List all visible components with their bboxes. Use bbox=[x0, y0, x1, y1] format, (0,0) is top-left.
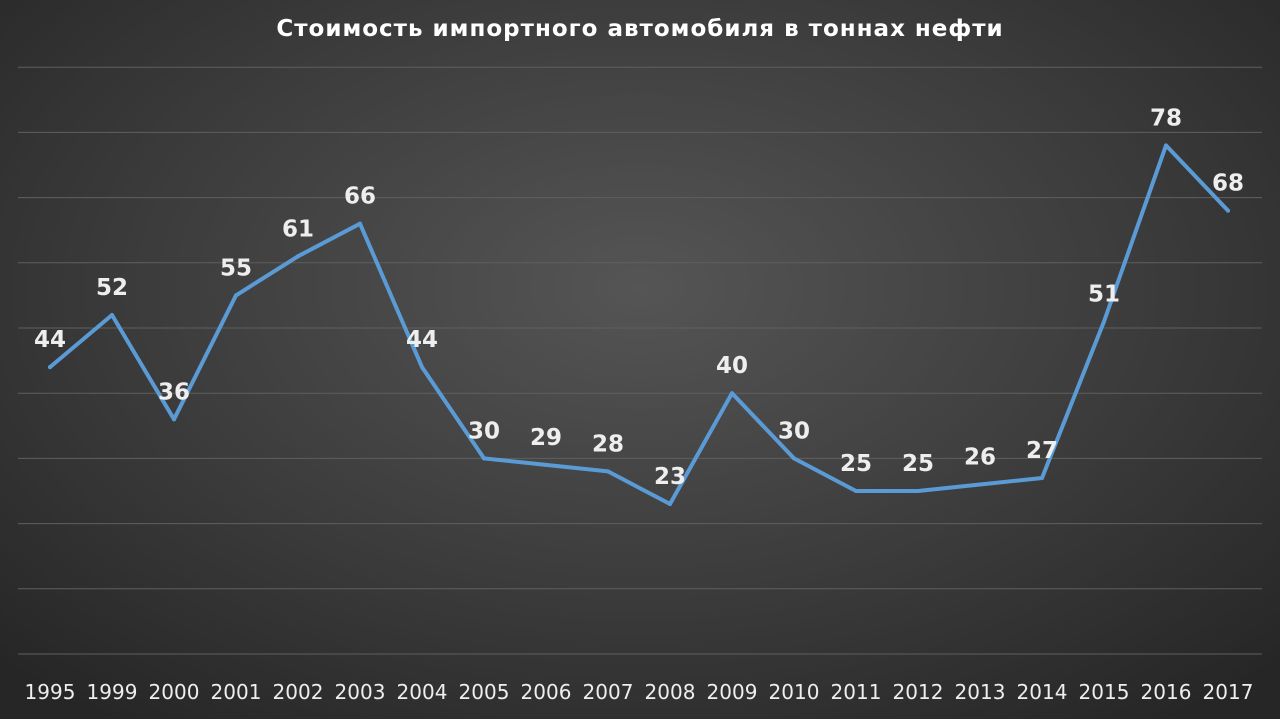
data-label: 78 bbox=[1150, 105, 1182, 131]
x-tick-label: 2009 bbox=[707, 680, 758, 704]
x-tick-label: 2015 bbox=[1079, 680, 1130, 704]
x-tick-label: 2000 bbox=[149, 680, 200, 704]
x-tick-label: 2001 bbox=[211, 680, 262, 704]
data-point bbox=[730, 391, 734, 396]
chart-title: Стоимость импортного автомобиля в тоннах… bbox=[276, 16, 1004, 42]
data-point bbox=[420, 365, 424, 370]
data-point bbox=[668, 502, 672, 507]
x-tick-label: 1999 bbox=[87, 680, 138, 704]
x-tick-label: 2013 bbox=[955, 680, 1006, 704]
data-point bbox=[110, 312, 114, 317]
x-tick-label: 2003 bbox=[335, 680, 386, 704]
data-point bbox=[296, 254, 300, 259]
x-tick-label: 2007 bbox=[583, 680, 634, 704]
data-point bbox=[792, 456, 796, 461]
data-label: 27 bbox=[1026, 438, 1058, 464]
data-point bbox=[482, 456, 486, 461]
data-label: 28 bbox=[592, 431, 624, 457]
x-tick-label: 2005 bbox=[459, 680, 510, 704]
data-label: 55 bbox=[220, 255, 252, 281]
data-point bbox=[172, 417, 176, 422]
x-tick-label: 2004 bbox=[397, 680, 448, 704]
data-label: 52 bbox=[96, 275, 128, 301]
data-point bbox=[854, 489, 858, 493]
x-tick-label: 1995 bbox=[25, 680, 76, 704]
data-label: 66 bbox=[344, 184, 376, 210]
data-point bbox=[1102, 319, 1106, 324]
x-tick-label: 2008 bbox=[645, 680, 696, 704]
data-point bbox=[916, 489, 920, 493]
data-point bbox=[978, 482, 982, 487]
data-label: 68 bbox=[1212, 171, 1244, 197]
data-label: 30 bbox=[468, 418, 500, 444]
x-tick-label: 2016 bbox=[1141, 680, 1192, 704]
x-tick-label: 2002 bbox=[273, 680, 324, 704]
x-tick-label: 2017 bbox=[1203, 680, 1254, 704]
data-point bbox=[358, 221, 362, 226]
x-tick-label: 2014 bbox=[1017, 680, 1068, 704]
data-label: 23 bbox=[654, 464, 686, 490]
series-line bbox=[48, 143, 1230, 506]
data-label: 44 bbox=[406, 327, 438, 353]
data-label: 61 bbox=[282, 216, 314, 242]
x-tick-label: 2011 bbox=[831, 680, 882, 704]
data-label: 40 bbox=[716, 353, 748, 379]
data-point bbox=[1040, 475, 1044, 480]
x-tick-label: 2006 bbox=[521, 680, 572, 704]
x-tick-label: 2010 bbox=[769, 680, 820, 704]
data-point bbox=[544, 462, 548, 467]
data-label: 30 bbox=[778, 418, 810, 444]
data-point bbox=[234, 293, 238, 298]
data-label: 25 bbox=[840, 451, 872, 477]
data-label: 26 bbox=[964, 444, 996, 470]
data-label: 29 bbox=[530, 425, 562, 451]
data-label: 25 bbox=[902, 451, 934, 477]
x-tick-label: 2012 bbox=[893, 680, 944, 704]
data-point bbox=[1226, 208, 1230, 213]
data-label: 44 bbox=[34, 327, 66, 353]
data-point bbox=[606, 469, 610, 474]
data-label: 51 bbox=[1088, 281, 1120, 307]
data-point bbox=[48, 365, 52, 370]
data-label: 36 bbox=[158, 379, 190, 405]
data-point bbox=[1164, 143, 1168, 148]
